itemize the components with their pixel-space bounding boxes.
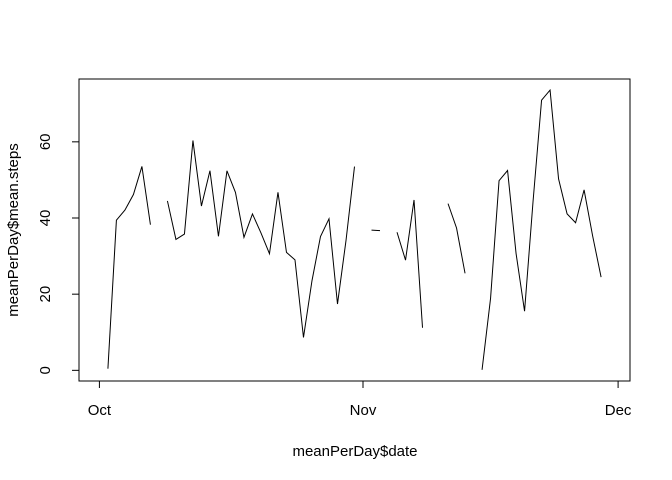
x-tick-label: Oct (88, 402, 112, 419)
x-tick-label: Dec (605, 402, 632, 419)
x-tick-label: Nov (350, 402, 377, 419)
y-tick-label: 20 (37, 286, 54, 303)
y-tick-label: 60 (37, 133, 54, 150)
plot-box (78, 78, 631, 382)
x-axis-title: meanPerDay$date (292, 443, 417, 460)
y-tick-label: 40 (37, 210, 54, 227)
y-tick-label: 0 (37, 366, 54, 374)
data-line (107, 88, 602, 370)
y-axis-title: meanPerDay$mean.steps (5, 143, 22, 316)
